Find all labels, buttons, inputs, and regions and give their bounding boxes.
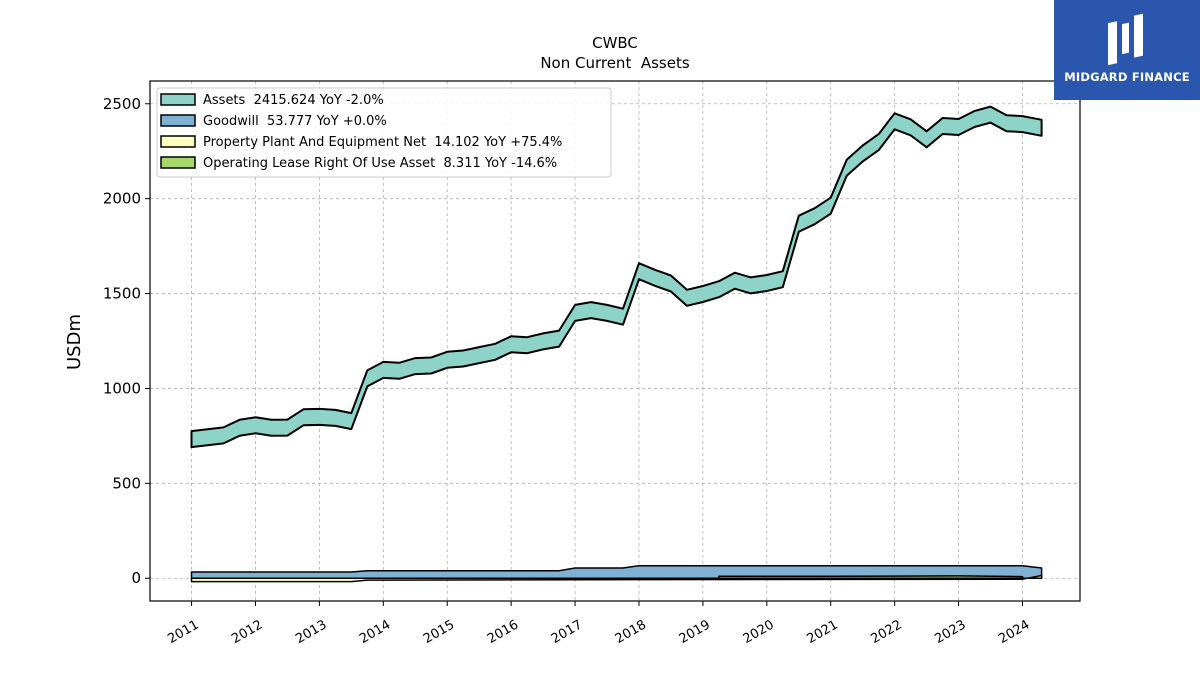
legend-label-lease: Operating Lease Right Of Use Asset 8.311… <box>203 156 557 171</box>
x-tick-label: 2013 <box>293 617 329 647</box>
series-operating-lease-right-of-use-asset <box>718 575 1024 579</box>
x-tick-label: 2015 <box>421 617 457 647</box>
x-tick-label: 2014 <box>357 617 393 647</box>
legend-label-goodwill: Goodwill 53.777 YoY +0.0% <box>203 114 387 129</box>
chart-subtitle: Non Current Assets <box>540 54 690 72</box>
legend-swatch-goodwill <box>160 114 196 127</box>
x-tick-label: 2020 <box>741 617 777 647</box>
x-tick-label: 2023 <box>932 617 968 647</box>
y-tick-label: 1000 <box>103 379 141 397</box>
y-tick-label: 500 <box>112 474 141 492</box>
brand-logo: MIDGARD FINANCE <box>1054 0 1200 100</box>
x-tick-label: 2019 <box>677 617 713 647</box>
y-tick-label: 2500 <box>103 95 141 113</box>
x-tick-label: 2021 <box>805 617 841 647</box>
plot-frame <box>149 80 1081 602</box>
y-axis-label: USDm <box>64 314 85 370</box>
x-tick-label: 2012 <box>229 617 265 647</box>
x-tick-label: 2017 <box>549 617 585 647</box>
legend-box <box>156 87 612 178</box>
x-tick-label: 2024 <box>996 617 1032 647</box>
series-layer <box>190 105 1043 583</box>
midgard-logo-icon <box>1108 13 1143 66</box>
y-tick-label: 0 <box>131 569 141 587</box>
y-tick-label: 1500 <box>103 285 141 303</box>
x-tick-label: 2018 <box>613 617 649 647</box>
x-tick-label: 2011 <box>165 617 201 647</box>
chart-title: CWBC <box>592 34 638 52</box>
legend-swatch-lease <box>160 156 196 169</box>
series-property-plant-and-equipment-net <box>190 574 1043 583</box>
legend: Assets 2415.624 YoY -2.0% Goodwill 53.77… <box>156 87 612 178</box>
x-tick-label: 2022 <box>868 617 904 647</box>
y-tick-label: 2000 <box>103 190 141 208</box>
legend-label-assets: Assets 2415.624 YoY -2.0% <box>203 93 384 108</box>
legend-swatch-ppe <box>160 135 196 148</box>
legend-swatch-assets <box>160 93 196 106</box>
legend-label-ppe: Property Plant And Equipment Net 14.102 … <box>203 135 562 150</box>
series-goodwill <box>190 564 1043 579</box>
axis-ticks: 0 500 1000 1500 2000 2500 2011 2012 2013 2014 2015… <box>103 95 1033 647</box>
series-assets <box>190 105 1043 449</box>
x-tick-label: 2016 <box>485 617 521 647</box>
brand-name: MIDGARD FINANCE <box>1064 70 1190 84</box>
